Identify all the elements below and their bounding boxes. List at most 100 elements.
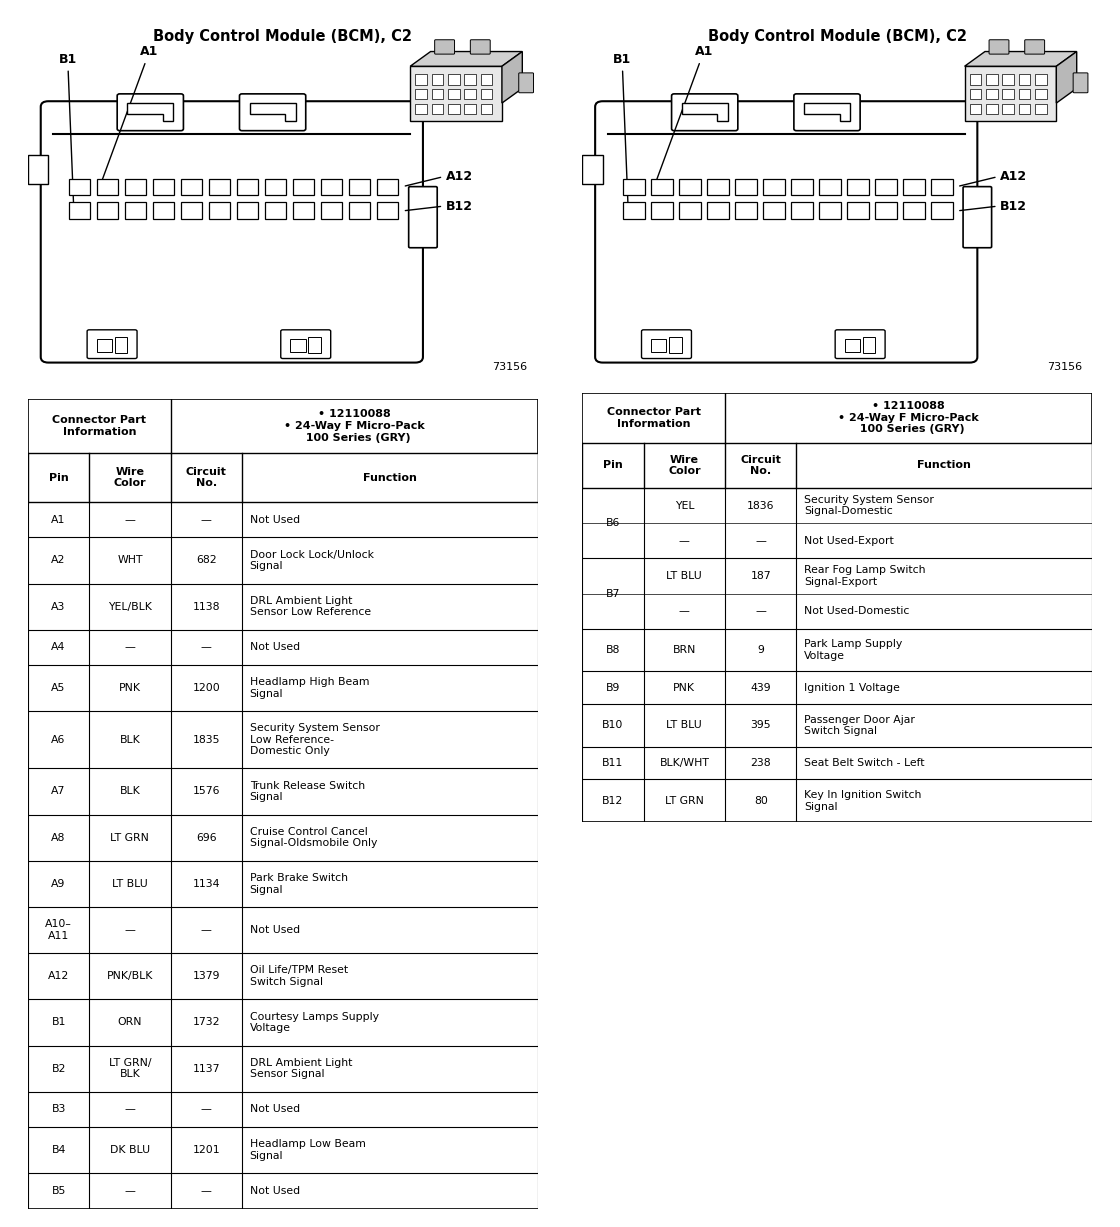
- Text: LT GRN/
BLK: LT GRN/ BLK: [109, 1058, 151, 1080]
- Bar: [124, 202, 147, 218]
- Bar: [124, 178, 147, 195]
- Text: PNK/BLK: PNK/BLK: [106, 972, 153, 982]
- Text: Function: Function: [917, 460, 971, 470]
- Text: B12: B12: [603, 796, 624, 806]
- FancyBboxPatch shape: [240, 93, 306, 130]
- Text: A4: A4: [52, 643, 66, 653]
- Bar: [679, 178, 701, 195]
- Polygon shape: [964, 52, 1076, 66]
- Text: Wire
Color: Wire Color: [113, 466, 147, 488]
- Text: B9: B9: [606, 682, 620, 693]
- Bar: [735, 202, 757, 218]
- Text: —: —: [200, 925, 212, 935]
- Bar: [876, 202, 897, 218]
- Text: A5: A5: [52, 683, 66, 693]
- Bar: [735, 178, 757, 195]
- Polygon shape: [804, 103, 850, 121]
- Polygon shape: [250, 103, 296, 121]
- Text: B1: B1: [613, 53, 632, 209]
- Text: A10–
A11: A10– A11: [45, 919, 72, 941]
- Bar: [651, 178, 673, 195]
- Text: A12: A12: [48, 972, 69, 982]
- Text: Security System Sensor
Signal-Domestic: Security System Sensor Signal-Domestic: [804, 494, 934, 517]
- Text: A1: A1: [655, 45, 713, 185]
- Text: 439: 439: [750, 682, 771, 693]
- Bar: [181, 202, 203, 218]
- Bar: [679, 202, 701, 218]
- Text: B1: B1: [52, 1017, 66, 1027]
- Bar: [986, 90, 998, 99]
- Text: Headlamp Low Beam
Signal: Headlamp Low Beam Signal: [250, 1140, 365, 1161]
- Text: A1: A1: [52, 514, 66, 525]
- Bar: [970, 90, 981, 99]
- Text: 1137: 1137: [193, 1064, 221, 1074]
- Text: —: —: [124, 514, 136, 525]
- Text: B3: B3: [52, 1104, 66, 1114]
- Bar: [416, 104, 427, 114]
- Text: 696: 696: [196, 833, 216, 843]
- FancyBboxPatch shape: [1073, 72, 1088, 93]
- Bar: [416, 75, 427, 85]
- FancyBboxPatch shape: [642, 330, 691, 358]
- Bar: [237, 202, 259, 218]
- Text: B6: B6: [606, 518, 620, 529]
- FancyBboxPatch shape: [409, 187, 437, 248]
- Text: 1836: 1836: [747, 501, 775, 510]
- Bar: [707, 178, 729, 195]
- Bar: [480, 90, 493, 99]
- Bar: [96, 202, 119, 218]
- Polygon shape: [410, 52, 522, 66]
- Bar: [1002, 104, 1014, 114]
- Bar: [480, 75, 493, 85]
- Text: 187: 187: [750, 571, 771, 580]
- Text: ORN: ORN: [118, 1017, 142, 1027]
- Text: B12: B12: [446, 200, 473, 212]
- Text: A12: A12: [1000, 171, 1027, 183]
- Text: —: —: [200, 1104, 212, 1114]
- Text: Door Lock Lock/Unlock
Signal: Door Lock Lock/Unlock Signal: [250, 550, 374, 572]
- Bar: [349, 178, 371, 195]
- Text: B8: B8: [606, 645, 620, 655]
- FancyBboxPatch shape: [844, 339, 860, 351]
- FancyBboxPatch shape: [308, 336, 321, 353]
- Text: Not Used: Not Used: [250, 514, 300, 525]
- Text: LT GRN: LT GRN: [111, 833, 149, 843]
- Bar: [464, 90, 476, 99]
- Polygon shape: [502, 52, 522, 103]
- Text: Rear Fog Lamp Switch
Signal-Export: Rear Fog Lamp Switch Signal-Export: [804, 566, 925, 587]
- Text: LT GRN: LT GRN: [665, 796, 703, 806]
- Bar: [986, 104, 998, 114]
- Text: 1835: 1835: [193, 735, 221, 745]
- Bar: [321, 178, 343, 195]
- Text: Not Used: Not Used: [250, 1104, 300, 1114]
- Text: B11: B11: [603, 758, 624, 768]
- Text: A8: A8: [52, 833, 66, 843]
- Text: A1: A1: [101, 45, 159, 185]
- FancyBboxPatch shape: [470, 39, 491, 54]
- Text: BLK/WHT: BLK/WHT: [660, 758, 709, 768]
- FancyBboxPatch shape: [989, 39, 1009, 54]
- Text: B5: B5: [52, 1187, 66, 1196]
- Polygon shape: [582, 155, 603, 184]
- Text: A2: A2: [52, 556, 66, 566]
- Bar: [410, 66, 502, 121]
- Text: 1732: 1732: [193, 1017, 221, 1027]
- Text: Not Used: Not Used: [250, 1187, 300, 1196]
- Text: YEL/BLK: YEL/BLK: [108, 601, 152, 612]
- Bar: [820, 178, 841, 195]
- Text: —: —: [755, 536, 766, 546]
- Text: Function: Function: [363, 472, 417, 482]
- Text: BLK: BLK: [120, 735, 140, 745]
- Text: —: —: [679, 606, 690, 616]
- Text: —: —: [124, 643, 136, 653]
- Text: Cruise Control Cancel
Signal-Oldsmobile Only: Cruise Control Cancel Signal-Oldsmobile …: [250, 827, 377, 848]
- Text: A9: A9: [52, 879, 66, 888]
- Bar: [964, 66, 1056, 121]
- Bar: [932, 178, 953, 195]
- Text: 73156: 73156: [1047, 362, 1082, 372]
- Text: —: —: [200, 514, 212, 525]
- Bar: [764, 202, 785, 218]
- Bar: [293, 202, 315, 218]
- Text: • 12110088
• 24-Way F Micro-Pack
  100 Series (GRY): • 12110088 • 24-Way F Micro-Pack 100 Ser…: [283, 410, 424, 443]
- FancyBboxPatch shape: [794, 93, 860, 130]
